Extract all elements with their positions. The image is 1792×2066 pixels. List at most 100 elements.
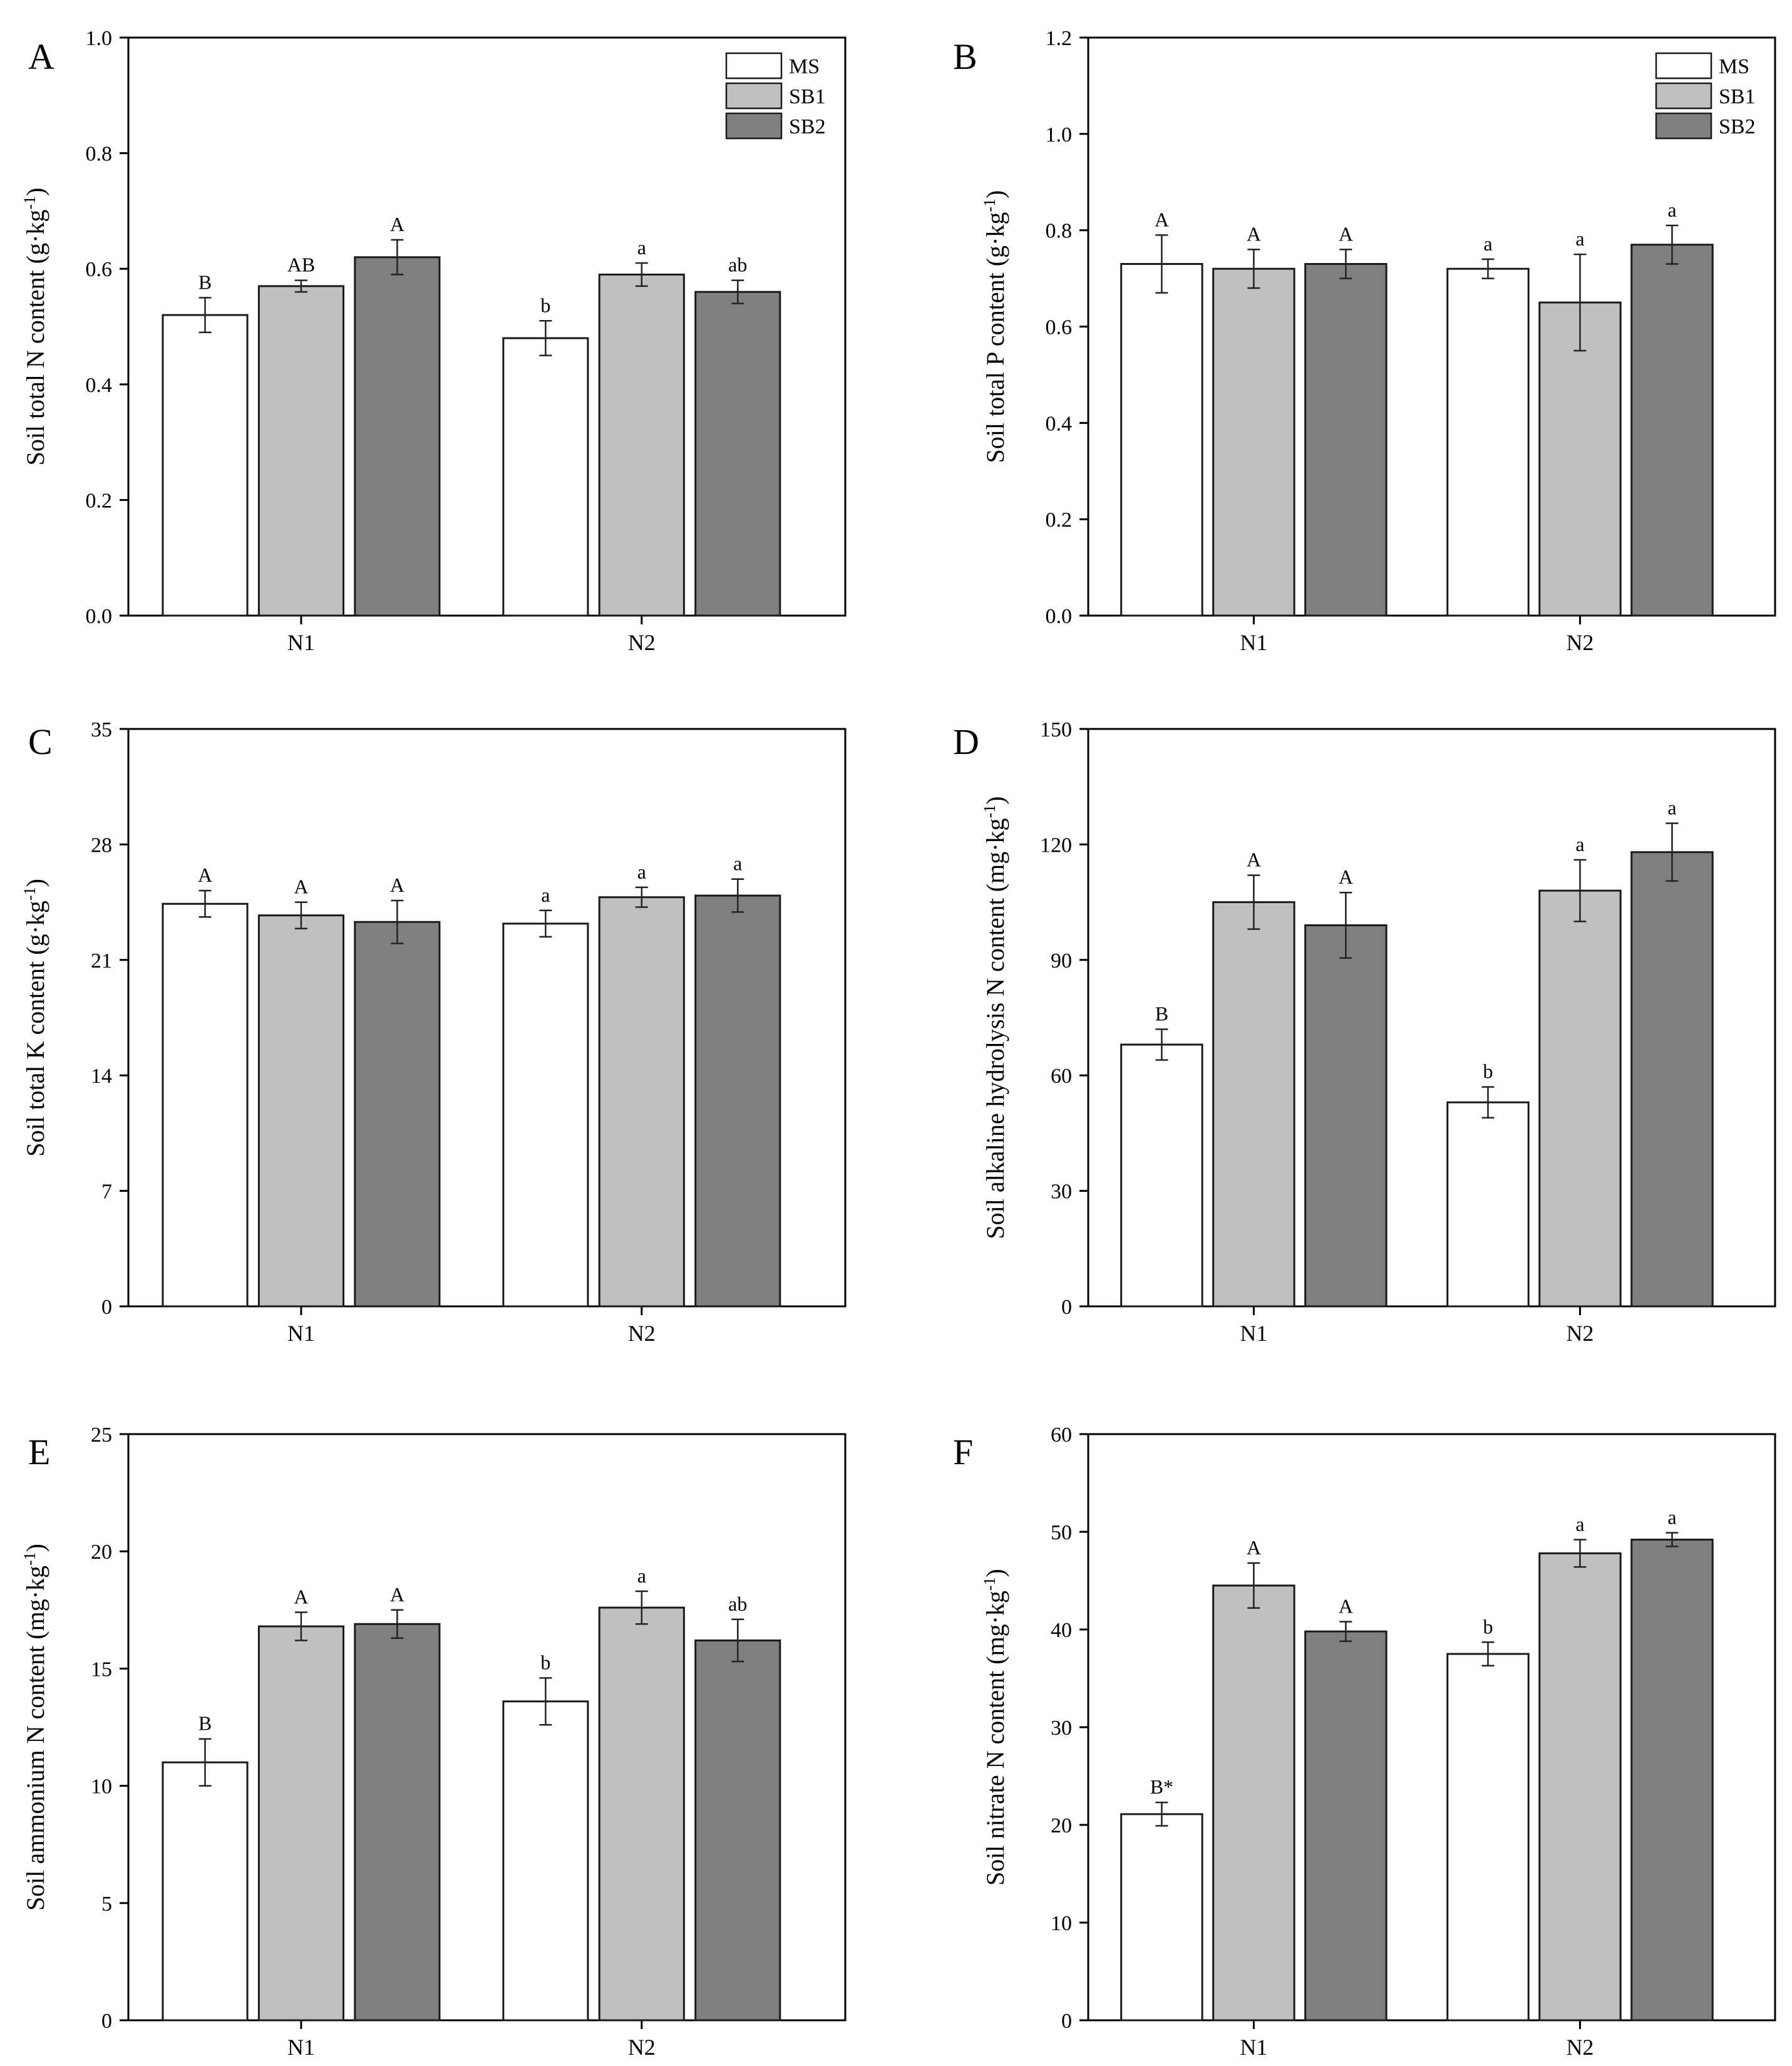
panel-letter: F (953, 1432, 973, 1472)
significance-label: A (1339, 865, 1353, 888)
significance-label: a (733, 852, 742, 875)
significance-label: A (1339, 1595, 1353, 1618)
bar-ms-n2 (502, 1700, 589, 2022)
y-tick-label: 0.8 (86, 143, 113, 166)
bar-ms-n1 (1120, 1813, 1203, 2022)
legend-label-ms: MS (1719, 55, 1749, 78)
significance-label: a (1575, 833, 1584, 855)
chart-panel-E: E 0 5 10 15 20 25 Soil ammonium N content (mg·k… (21, 1423, 847, 2060)
plot-frame (127, 36, 847, 617)
significance-label: a (1483, 232, 1492, 255)
y-tick-label: 0 (1061, 2010, 1072, 2033)
y-tick-label: 20 (91, 1541, 112, 1564)
significance-label: a (541, 884, 550, 906)
x-tick-label: N1 (287, 2035, 315, 2060)
bar-ms-n2 (1446, 267, 1530, 617)
significance-label: a (1667, 797, 1676, 819)
y-tick-label: 0 (101, 1296, 112, 1319)
bar-ms-n2 (1446, 1101, 1530, 1308)
significance-label: b (1483, 1060, 1493, 1083)
y-tick-label: 1.2 (1046, 27, 1073, 50)
legend-swatch-sb1 (725, 82, 783, 110)
y-tick-label: 0 (1061, 1296, 1072, 1319)
y-tick-label: 15 (91, 1658, 112, 1681)
y-tick-label: 25 (91, 1423, 112, 1447)
y-axis-label: Soil total N content (g·kg-1) (21, 188, 50, 466)
bar-ms-n2 (502, 337, 589, 617)
x-tick-label: N2 (1566, 1321, 1594, 1346)
significance-label: b (540, 1651, 550, 1673)
x-tick-label: N2 (628, 1321, 656, 1346)
significance-label: a (1667, 1506, 1676, 1529)
significance-label: B (198, 1712, 212, 1735)
plot-frame (127, 728, 847, 1308)
y-tick-label: 60 (1051, 1423, 1072, 1447)
legend-label-ms: MS (789, 55, 820, 78)
y-tick-label: 0.8 (1046, 220, 1073, 243)
significance-label: B* (1150, 1775, 1173, 1798)
bar-ms-n2 (502, 922, 589, 1308)
significance-label: B (1155, 1002, 1168, 1025)
significance-label: A (390, 1583, 404, 1606)
legend-label-sb1: SB1 (1719, 85, 1756, 108)
bar-sb2-n2 (694, 291, 781, 617)
chart-panel-A: A 0.0 0.2 0.4 0.6 0.8 1.0 Soil total N content … (21, 27, 847, 655)
bar-sb1-n2 (1538, 889, 1622, 1308)
y-tick-label: 30 (1051, 1717, 1072, 1740)
bar-sb2-n1 (354, 256, 441, 617)
bar-sb2-n2 (1630, 851, 1714, 1308)
bar-sb2-n1 (354, 921, 441, 1308)
chart-panel-B: B 0.0 0.2 0.4 0.6 0.8 1.0 1.2 Soil total P conte… (953, 27, 1776, 655)
y-axis-label: Soil total P content (g·kg-1) (981, 190, 1010, 463)
legend-swatch-sb2 (725, 112, 783, 140)
bar-sb2-n2 (1630, 1538, 1714, 2022)
significance-label: A (390, 213, 404, 235)
y-tick-label: 35 (91, 718, 112, 741)
significance-label: A (198, 864, 212, 886)
bar-sb1-n2 (1538, 1552, 1622, 2022)
legend-swatch-ms (725, 52, 783, 80)
legend-swatch-ms (1655, 52, 1712, 80)
bar-sb2-n1 (1304, 1630, 1388, 2022)
y-tick-label: 50 (1051, 1521, 1072, 1544)
significance-label: A (1247, 222, 1261, 245)
x-tick-label: N2 (1566, 630, 1594, 655)
significance-label: A (1339, 222, 1353, 245)
significance-label: a (1575, 227, 1584, 250)
y-tick-label: 7 (101, 1180, 112, 1204)
y-tick-label: 0.2 (86, 489, 113, 512)
significance-label: a (1575, 1512, 1584, 1535)
significance-label: A (294, 1586, 308, 1608)
bar-ms-n2 (1446, 1653, 1530, 2022)
bar-ms-n1 (1120, 263, 1203, 617)
bar-sb2-n1 (1304, 924, 1388, 1308)
y-tick-label: 0.6 (86, 258, 113, 281)
bar-sb1-n2 (598, 896, 685, 1308)
y-tick-label: 21 (91, 949, 112, 973)
plot-frame (127, 1433, 847, 2022)
legend-swatch-sb1 (1655, 82, 1712, 110)
chart-panel-D: D 0 30 60 90 120 150 Soil alkaline hydrolysis N… (953, 718, 1776, 1346)
panel-letter: C (28, 721, 53, 762)
panel-letter: B (953, 36, 977, 77)
bar-sb1-n1 (257, 285, 345, 617)
bar-sb2-n1 (1304, 263, 1388, 617)
x-tick-label: N2 (628, 2035, 656, 2060)
bar-sb1-n1 (1212, 267, 1295, 617)
x-tick-label: N1 (1240, 1321, 1267, 1346)
legend-label-sb2: SB2 (1719, 115, 1756, 138)
x-tick-label: N1 (287, 630, 315, 655)
significance-label: a (637, 860, 646, 883)
y-tick-label: 0.4 (1046, 412, 1073, 435)
y-tick-label: 0.0 (86, 605, 113, 628)
bar-sb2-n1 (354, 1623, 441, 2022)
bar-sb1-n1 (257, 914, 345, 1308)
y-tick-label: 0 (101, 2010, 112, 2033)
y-tick-label: 150 (1040, 718, 1072, 741)
y-tick-label: 10 (91, 1775, 112, 1799)
significance-label: AB (287, 254, 315, 276)
y-tick-label: 90 (1051, 949, 1072, 973)
y-axis-label: Soil alkaline hydrolysis N content (mg·k… (981, 796, 1010, 1239)
y-tick-label: 120 (1040, 834, 1072, 857)
panel-letter: E (28, 1432, 50, 1472)
